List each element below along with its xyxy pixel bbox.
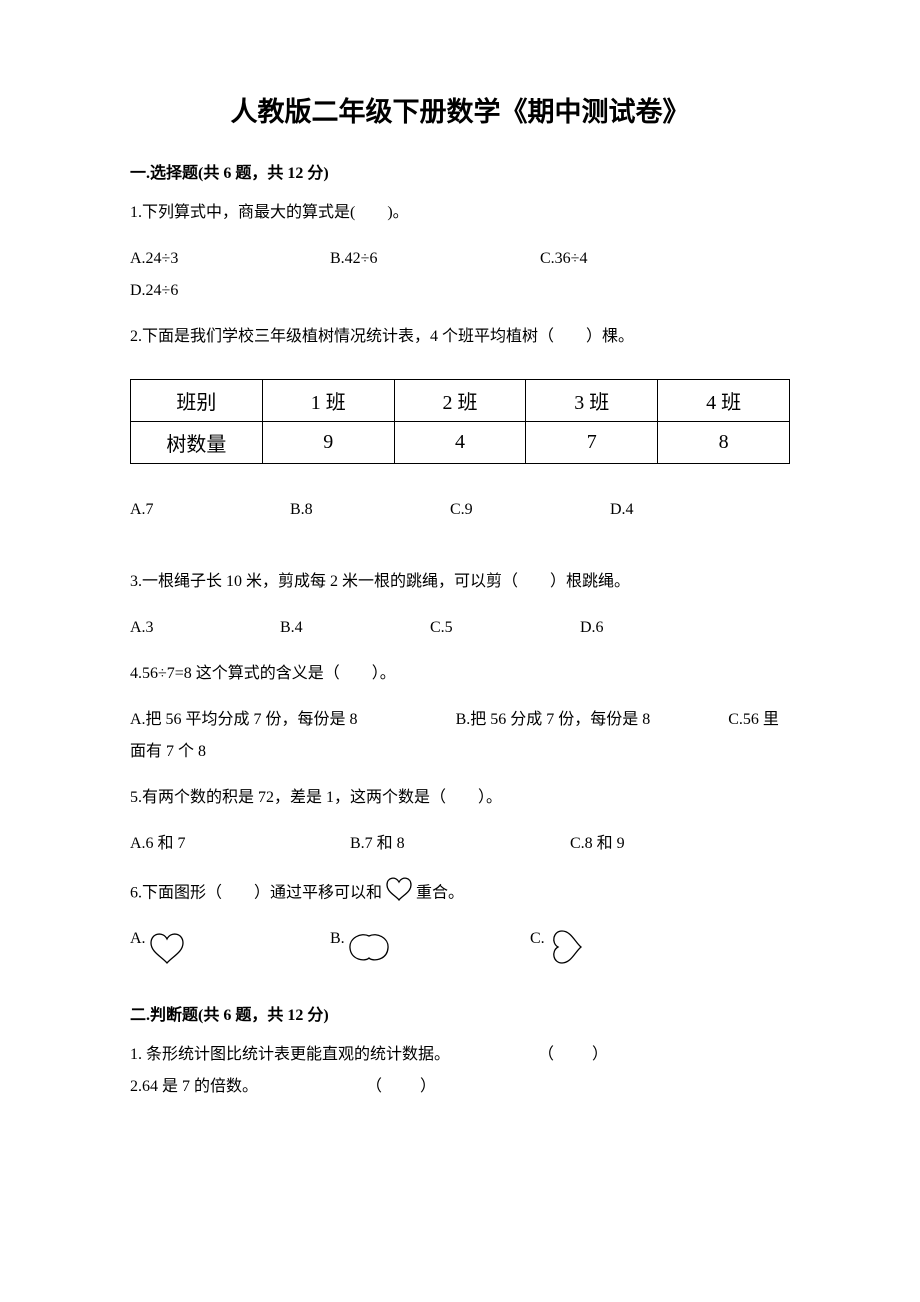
q1-opt-d: D.24÷6 (130, 275, 178, 307)
q4-opt-b: B.把 56 分成 7 份，每份是 8 (456, 711, 651, 728)
q6-text-after: 重合。 (416, 885, 464, 902)
exam-page: 人教版二年级下册数学《期中测试卷》 一.选择题(共 6 题，共 12 分) 1.… (0, 0, 920, 1302)
section-choice-heading: 一.选择题(共 6 题，共 12 分) (130, 159, 790, 183)
q2-td-0: 树数量 (131, 422, 263, 464)
q2-th-2: 2 班 (394, 380, 526, 422)
judge-q1-paren: （ ） (538, 1046, 610, 1063)
q6-text-before: 6.下面图形（ ）通过平移可以和 (130, 885, 382, 902)
heart-upright-icon (146, 928, 188, 971)
q2-td-4: 8 (658, 422, 790, 464)
judge-q1-text: 1. 条形统计图比统计表更能直观的统计数据。 (130, 1046, 450, 1063)
q6-opt-a: A. (130, 928, 146, 950)
q2-th-0: 班别 (131, 380, 263, 422)
q1-text: 1.下列算式中，商最大的算式是( )。 (130, 197, 790, 229)
q6-text: 6.下面图形（ ）通过平移可以和 重合。 (130, 874, 790, 914)
q6-opt-b: B. (330, 928, 345, 950)
q6-opt-c-wrap: C. (530, 928, 730, 971)
q1-opt-c: C.36÷4 (540, 243, 750, 275)
q2-th-1: 1 班 (262, 380, 394, 422)
q2-options: A.7 B.8 C.9 D.4 (130, 494, 790, 526)
q2-td-1: 9 (262, 422, 394, 464)
section-judge-heading: 二.判断题(共 6 题，共 12 分) (130, 1001, 790, 1025)
q2-th-3: 3 班 (526, 380, 658, 422)
q3-text: 3.一根绳子长 10 米，剪成每 2 米一根的跳绳，可以剪（ ）根跳绳。 (130, 566, 790, 598)
judge-q1: 1. 条形统计图比统计表更能直观的统计数据。 （ ） (130, 1039, 790, 1071)
q6-opt-c: C. (530, 928, 545, 950)
q2-opt-c: C.9 (450, 494, 610, 526)
q3-opt-d: D.6 (580, 612, 604, 644)
q2-th-4: 4 班 (658, 380, 790, 422)
table-row: 树数量 9 4 7 8 (131, 422, 790, 464)
q3-opt-c: C.5 (430, 612, 580, 644)
q3-opt-a: A.3 (130, 612, 280, 644)
q4-options: A.把 56 平均分成 7 份，每份是 8 B.把 56 分成 7 份，每份是 … (130, 704, 790, 768)
q5-opt-a: A.6 和 7 (130, 828, 350, 860)
judge-q2-text: 2.64 是 7 的倍数。 (130, 1078, 258, 1095)
heart-rotated-icon (545, 928, 589, 971)
q2-table: 班别 1 班 2 班 3 班 4 班 树数量 9 4 7 8 (130, 379, 790, 464)
q6-options: A. B. C. (130, 928, 790, 971)
q2-td-2: 4 (394, 422, 526, 464)
heart-wide-icon (345, 928, 393, 969)
q2-opt-b: B.8 (290, 494, 450, 526)
q1-opt-a: A.24÷3 (130, 243, 330, 275)
q3-options: A.3 B.4 C.5 D.6 (130, 612, 790, 644)
q4-text: 4.56÷7=8 这个算式的含义是（ ）。 (130, 658, 790, 690)
q2-opt-a: A.7 (130, 494, 290, 526)
q6-opt-a-wrap: A. (130, 928, 330, 971)
page-title: 人教版二年级下册数学《期中测试卷》 (130, 90, 790, 129)
q1-opt-b: B.42÷6 (330, 243, 540, 275)
judge-q2: 2.64 是 7 的倍数。 （ ） (130, 1071, 790, 1103)
q5-text: 5.有两个数的积是 72，差是 1，这两个数是（ ）。 (130, 782, 790, 814)
q6-opt-b-wrap: B. (330, 928, 530, 969)
q2-td-3: 7 (526, 422, 658, 464)
judge-q2-paren: （ ） (366, 1078, 438, 1095)
q5-options: A.6 和 7 B.7 和 8 C.8 和 9 (130, 828, 790, 860)
q2-opt-d: D.4 (610, 494, 634, 526)
table-row: 班别 1 班 2 班 3 班 4 班 (131, 380, 790, 422)
heart-icon (382, 874, 416, 914)
q5-opt-c: C.8 和 9 (570, 828, 625, 860)
q2-text: 2.下面是我们学校三年级植树情况统计表，4 个班平均植树（ ）棵。 (130, 321, 790, 353)
q4-opt-a: A.把 56 平均分成 7 份，每份是 8 (130, 711, 358, 728)
q5-opt-b: B.7 和 8 (350, 828, 570, 860)
q1-options: A.24÷3 B.42÷6 C.36÷4 D.24÷6 (130, 243, 790, 307)
q3-opt-b: B.4 (280, 612, 430, 644)
